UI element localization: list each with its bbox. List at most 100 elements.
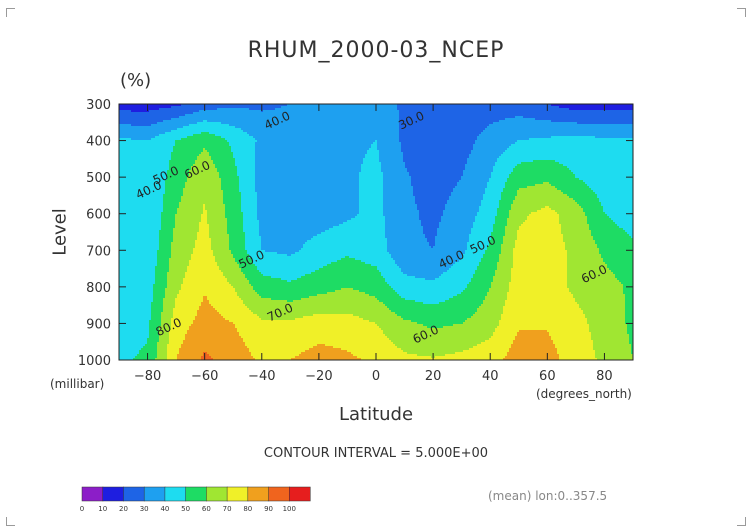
- contour-band-cell: [181, 198, 224, 201]
- contour-band-cell: [207, 220, 228, 223]
- contour-band-cell: [435, 242, 468, 245]
- contour-band-cell: [419, 210, 444, 213]
- contour-band-cell: [119, 338, 148, 341]
- contour-band-cell: [301, 276, 384, 279]
- contour-band-cell: [317, 344, 326, 347]
- contour-band-cell: [471, 278, 494, 281]
- contour-band-cell: [215, 256, 234, 259]
- contour-band-cell: [493, 230, 506, 233]
- contour-band-cell: [465, 320, 500, 323]
- contour-band-cell: [215, 166, 238, 169]
- contour-band-cell: [119, 258, 158, 261]
- contour-band-cell: [385, 304, 482, 307]
- contour-band-cell: [363, 158, 380, 161]
- contour-band-cell: [371, 146, 378, 149]
- contour-band-cell: [551, 120, 633, 123]
- contour-band-cell: [631, 344, 633, 347]
- contour-band-cell: [423, 302, 440, 305]
- contour-band-cell: [255, 158, 364, 161]
- contour-band-cell: [507, 224, 522, 227]
- contour-band-cell: [245, 242, 262, 245]
- contour-band-cell: [185, 276, 226, 279]
- contour-band-cell: [229, 320, 370, 323]
- contour-band-cell: [223, 272, 244, 275]
- contour-band-cell: [237, 168, 256, 171]
- contour-band-cell: [195, 160, 214, 163]
- contour-band-cell: [397, 346, 474, 349]
- contour-band-cell: [473, 224, 494, 227]
- contour-band-cell: [211, 356, 254, 359]
- contour-band-cell: [119, 224, 162, 227]
- contour-band-cell: [477, 308, 504, 311]
- contour-band-cell: [185, 338, 244, 341]
- contour-band-cell: [195, 246, 212, 249]
- contour-band-cell: [593, 238, 633, 241]
- contour-band-cell: [497, 262, 514, 265]
- contour-band-cell: [295, 318, 364, 321]
- contour-band-cell: [467, 248, 488, 251]
- contour-band-cell: [369, 294, 400, 297]
- contour-band-cell: [511, 206, 546, 209]
- contour-band-cell: [163, 306, 176, 309]
- contour-band-cell: [205, 204, 226, 207]
- contour-band-cell: [379, 326, 428, 329]
- contour-band-cell: [499, 260, 514, 263]
- contour-band-cell: [119, 280, 156, 283]
- contour-band-cell: [227, 232, 246, 235]
- contour-band-cell: [393, 258, 462, 261]
- contour-band-cell: [253, 260, 338, 263]
- contour-band-cell: [119, 156, 172, 159]
- contour-band-cell: [559, 222, 588, 225]
- contour-band-cell: [215, 308, 250, 311]
- contour-band-cell: [479, 206, 500, 209]
- contour-band-cell: [377, 324, 424, 327]
- contour-band-cell: [183, 282, 230, 285]
- contour-band-cell: [119, 344, 146, 347]
- contour-band-cell: [163, 300, 176, 303]
- contour-band-cell: [119, 184, 166, 187]
- contour-band-cell: [607, 264, 633, 267]
- contour-band-cell: [529, 214, 560, 217]
- contour-band-cell: [159, 330, 170, 333]
- colorbar-label: 100: [283, 505, 296, 513]
- contour-band-cell: [561, 228, 590, 231]
- contour-band-cell: [251, 284, 390, 287]
- contour-band-cell: [503, 242, 516, 245]
- contour-band-cell: [503, 190, 518, 193]
- contour-band-cell: [469, 234, 492, 237]
- contour-band-cell: [505, 186, 528, 189]
- contour-band-cell: [169, 342, 184, 345]
- contour-band-cell: [201, 220, 208, 223]
- contour-band-cell: [499, 254, 514, 257]
- contour-band-cell: [593, 348, 632, 351]
- contour-band-cell: [209, 300, 244, 303]
- contour-band-cell: [171, 152, 202, 155]
- contour-band-cell: [249, 108, 276, 111]
- contour-band-cell: [241, 208, 258, 211]
- contour-band-cell: [589, 228, 624, 231]
- contour-band-cell: [495, 162, 522, 165]
- contour-band-cell: [565, 244, 598, 247]
- contour-band-cell: [489, 240, 504, 243]
- contour-band-cell: [235, 126, 400, 129]
- contour-band-cell: [415, 202, 448, 205]
- contour-band-cell: [613, 220, 633, 223]
- contour-band-cell: [171, 254, 192, 257]
- contour-band-cell: [295, 252, 390, 255]
- contour-band-cell: [241, 198, 258, 201]
- contour-band-cell: [399, 128, 486, 131]
- contour-band-cell: [513, 260, 568, 263]
- contour-band-cell: [441, 218, 476, 221]
- contour-band-cell: [181, 284, 232, 287]
- contour-band-cell: [559, 216, 588, 219]
- contour-band-cell: [495, 218, 508, 221]
- contour-band-cell: [329, 228, 386, 231]
- contour-band-cell: [243, 224, 260, 227]
- contour-band-cell: [493, 334, 518, 337]
- contour-band-cell: [441, 274, 474, 277]
- contour-band-cell: [239, 182, 256, 185]
- contour-band-cell: [509, 210, 538, 213]
- contour-band-cell: [241, 196, 258, 199]
- contour-band-cell: [625, 296, 633, 299]
- contour-band-cell: [359, 208, 384, 211]
